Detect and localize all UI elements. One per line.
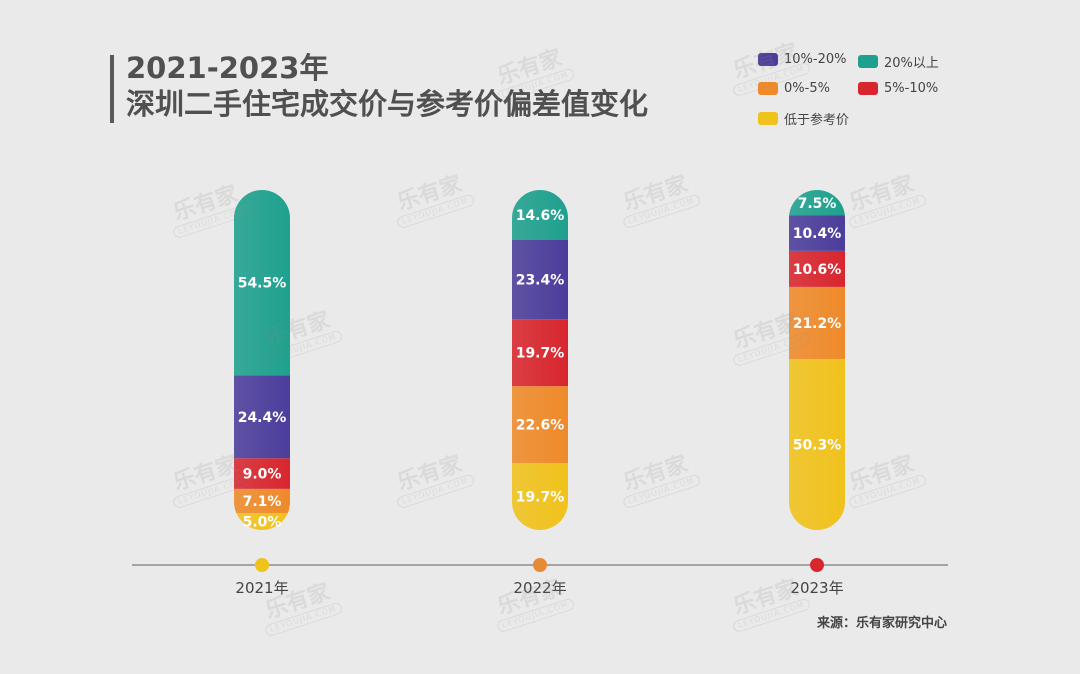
legend-label-above-20: 20%以上: [884, 56, 939, 71]
legend-swatch-above-20: [858, 55, 878, 68]
bar-segment: [234, 458, 290, 489]
bar-segment: [234, 488, 290, 513]
bar-segment: [512, 463, 568, 530]
data-label: 19.7%: [516, 490, 565, 506]
bar-segment: [789, 286, 845, 359]
data-label: 9.0%: [243, 467, 282, 483]
data-label: 10.6%: [793, 262, 842, 278]
data-label: 5.0%: [243, 515, 282, 531]
axis-dot: [533, 558, 547, 572]
legend-label-10-20: 10%-20%: [784, 52, 847, 67]
chart-title-line1: 2021-2023年: [126, 51, 329, 85]
data-label: 54.5%: [238, 276, 287, 292]
bar-segment: [789, 358, 845, 530]
axis-dot: [810, 558, 824, 572]
legend: 10%-20% 20%以上 0%-5% 5%-10% 低于参考价: [758, 52, 968, 132]
data-label: 19.7%: [516, 346, 565, 362]
data-label: 7.5%: [798, 196, 837, 212]
data-label: 24.4%: [238, 410, 287, 426]
legend-label-5-10: 5%-10%: [884, 81, 939, 96]
legend-label-below-reference: 低于参考价: [784, 113, 850, 128]
legend-swatch-10-20: [758, 53, 778, 66]
chart-title-line2: 深圳二手住宅成交价与参考价偏差值变化: [126, 87, 649, 121]
x-tick-label: 2021年: [235, 579, 288, 597]
bar-segment: [789, 215, 845, 251]
data-label: 50.3%: [793, 437, 842, 453]
bar-segment: [789, 250, 845, 287]
legend-swatch-0-5: [758, 82, 778, 95]
bar-stack-0: [234, 190, 290, 530]
legend-swatch-below-reference: [758, 112, 778, 125]
bar-segment: [512, 190, 568, 240]
x-tick-label: 2023年: [790, 579, 843, 597]
bar-segment: [512, 319, 568, 387]
data-label: 7.1%: [243, 494, 282, 510]
axis-dot: [255, 558, 269, 572]
data-label: 14.6%: [516, 208, 565, 224]
legend-item-10-20: 10%-20%: [758, 52, 846, 67]
legend-item-above-20: 20%以上: [858, 52, 939, 71]
source-note: 来源：乐有家研究中心: [816, 616, 947, 631]
bar-segment: [512, 239, 568, 320]
data-label: 21.2%: [793, 316, 842, 332]
legend-item-5-10: 5%-10%: [858, 81, 938, 96]
bar-segment: [512, 386, 568, 464]
x-tick-label: 2022年: [513, 579, 566, 597]
data-label: 10.4%: [793, 226, 842, 242]
bar-segment: [234, 375, 290, 459]
title-accent-bar: [110, 55, 114, 123]
data-label: 22.6%: [516, 418, 565, 434]
bar-segment: [234, 513, 290, 530]
legend-label-0-5: 0%-5%: [784, 81, 830, 96]
legend-item-below-reference: 低于参考价: [758, 109, 849, 128]
legend-item-0-5: 0%-5%: [758, 81, 830, 96]
bar-segment: [234, 190, 290, 376]
legend-swatch-5-10: [858, 82, 878, 95]
bar-stack-2: [789, 190, 845, 530]
bar-stack-1: [512, 190, 568, 530]
data-label: 23.4%: [516, 272, 565, 288]
chart-title: 2021-2023年 深圳二手住宅成交价与参考价偏差值变化: [126, 50, 648, 122]
